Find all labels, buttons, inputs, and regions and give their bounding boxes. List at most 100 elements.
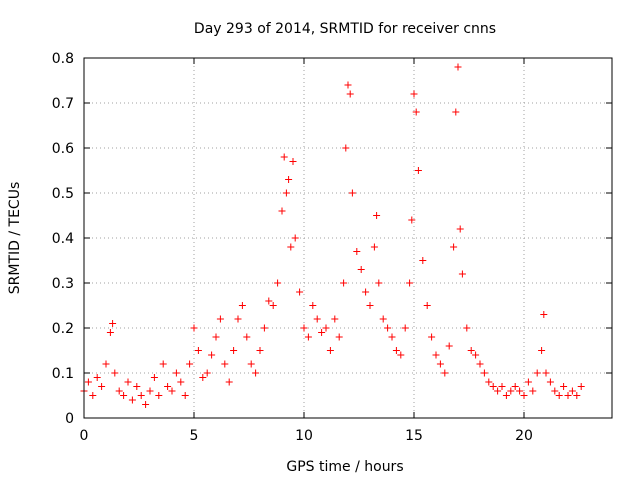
data-point [346,90,354,98]
data-point [98,383,106,390]
data-point [142,401,150,408]
data-point [252,369,260,377]
y-tick-label: 0.3 [52,276,74,292]
data-point [146,387,154,395]
data-point [441,369,449,377]
data-point [124,378,132,386]
data-point [208,351,216,359]
x-tick-label: 15 [405,428,423,444]
data-point [456,225,464,233]
data-point [366,302,374,309]
data-point [243,333,251,341]
data-point [410,90,418,98]
data-point [155,392,163,399]
data-point [344,81,352,89]
data-point [199,374,207,381]
data-point [524,378,532,386]
data-point [511,383,519,390]
data-point [137,392,145,399]
data-point [287,243,295,251]
data-point [106,329,114,336]
data-point [529,387,537,395]
plot-frame [83,57,613,419]
data-point [379,315,387,323]
data-point [102,360,110,368]
x-tick-label: 20 [515,428,533,444]
data-point [384,324,392,332]
data-point [507,387,515,395]
data-point [238,302,246,309]
y-tick-label: 0 [65,411,74,427]
data-point [388,333,396,341]
data-point [168,387,176,395]
data-point [120,392,128,399]
data-point [573,392,581,399]
data-point [313,315,321,323]
data-point [234,315,242,323]
x-tick-label: 10 [295,428,313,444]
data-point [342,144,350,152]
data-point [370,243,378,251]
data-point [458,270,466,278]
data-point [186,360,194,368]
data-point [432,351,440,359]
data-point [485,378,493,386]
data-point [397,351,405,359]
data-point [190,324,198,332]
data-point [318,329,326,336]
data-point [419,257,427,264]
data-point [551,387,559,395]
data-point [412,108,420,116]
grid-lines [84,58,612,418]
data-point [340,279,348,287]
data-point [357,266,365,273]
x-axis-label: GPS time / hours [286,459,403,475]
data-points [80,63,585,408]
data-point [452,108,460,116]
data-point [450,243,458,251]
data-point [472,351,480,359]
data-point [274,279,282,287]
data-point [296,288,304,296]
data-point [172,369,180,377]
data-point [164,383,172,390]
data-point [194,347,202,354]
data-point [111,369,119,377]
data-point [454,63,462,71]
data-point [304,333,312,341]
y-tick-label: 0.8 [52,51,74,67]
data-point [542,369,550,377]
data-point [467,347,475,354]
data-point [577,383,585,390]
data-point [353,248,361,255]
data-point [423,302,431,309]
data-point [498,383,506,390]
y-tick-label: 0.4 [52,231,74,247]
data-point [203,369,211,377]
data-point [516,387,524,395]
y-tick-label: 0.2 [52,321,74,337]
data-point [348,189,356,197]
data-point [230,347,238,354]
data-point [546,378,554,386]
data-point [278,207,286,215]
data-point [555,392,563,399]
data-point [291,234,299,242]
data-point [326,347,334,354]
chart-title: Day 293 of 2014, SRMTID for receiver cnn… [194,21,496,37]
data-point [502,392,510,399]
data-point [84,378,92,386]
data-point [463,324,471,332]
data-point [93,374,101,381]
y-tick-label: 0.7 [52,96,74,112]
data-point [568,387,576,395]
data-point [489,383,497,390]
y-tick-label: 0.6 [52,141,74,157]
data-point [408,216,416,224]
data-point [335,333,343,341]
data-point [221,360,229,368]
data-point [476,360,484,368]
data-point [560,383,568,390]
data-point [269,302,277,309]
